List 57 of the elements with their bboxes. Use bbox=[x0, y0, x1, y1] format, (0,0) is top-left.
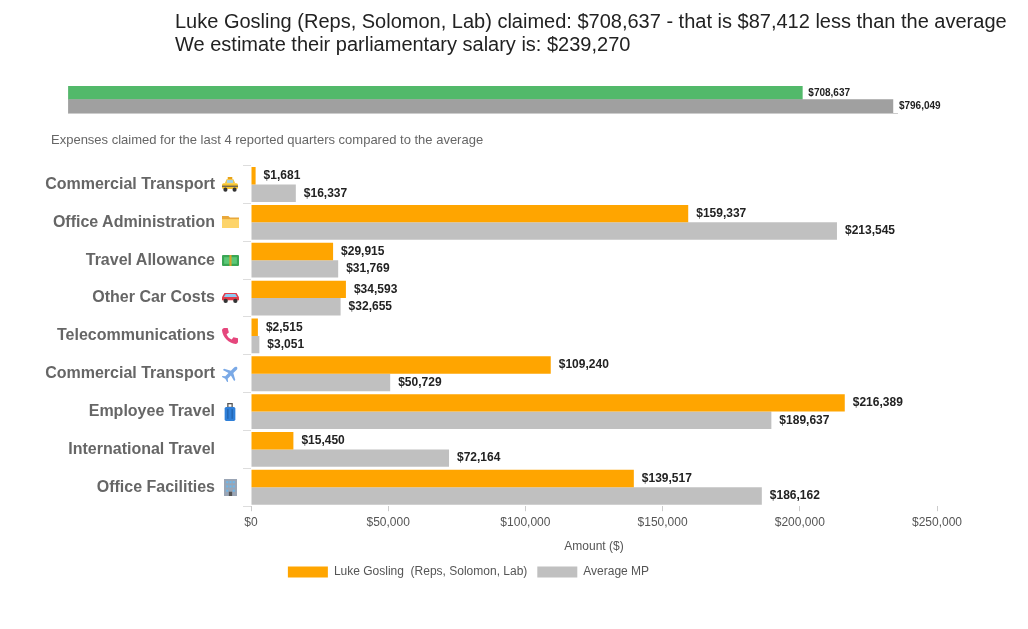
data-label: $139,517 bbox=[641, 470, 693, 485]
data-label: $2,515 bbox=[265, 319, 303, 334]
bar bbox=[251, 204, 689, 223]
bar bbox=[251, 184, 296, 202]
bar bbox=[251, 167, 256, 185]
data-label: $708,637 bbox=[808, 86, 851, 98]
x-tick-label: $100,000 bbox=[500, 514, 551, 529]
bar bbox=[251, 318, 258, 336]
bar bbox=[251, 373, 391, 392]
legend-label: Luke Gosling (Reps, Solomon, Lab) bbox=[333, 564, 528, 579]
chart-title: Expenses claimed for the last 4 reported quarters compared to the average bbox=[51, 132, 484, 148]
x-tick-label: $200,000 bbox=[774, 514, 826, 529]
x-tick-label: $150,000 bbox=[637, 514, 688, 529]
x-tick-label: $50,000 bbox=[366, 514, 411, 529]
chart-title: Luke Gosling (Reps, Solomon, Lab) claimed: $708,637 - that is $87,412 less than the average bbox=[175, 10, 1007, 33]
data-label: $29,915 bbox=[341, 243, 385, 258]
data-label: $16,337 bbox=[303, 185, 348, 200]
bar bbox=[251, 411, 772, 429]
y-tick-label: Travel Allowance bbox=[85, 250, 216, 268]
bar bbox=[251, 432, 294, 450]
x-tick-label: $0 bbox=[244, 514, 258, 529]
data-label: $32,655 bbox=[348, 299, 393, 314]
data-label: $796,049 bbox=[898, 100, 942, 111]
data-label: $159,337 bbox=[696, 205, 747, 220]
data-label: $50,729 bbox=[398, 374, 442, 389]
data-label: $186,162 bbox=[769, 488, 821, 503]
chart-subtitle: We estimate their parliamentary salary is: $239,270 bbox=[175, 33, 631, 56]
bar bbox=[251, 449, 450, 467]
x-axis-title: Amount ($) bbox=[564, 539, 624, 554]
legend-label: Average MP bbox=[583, 564, 650, 579]
data-label: $189,637 bbox=[779, 412, 830, 427]
bar bbox=[251, 469, 634, 488]
y-tick-label: Office Facilities bbox=[96, 477, 216, 495]
data-label: $15,450 bbox=[301, 433, 346, 448]
bar bbox=[251, 394, 845, 412]
y-tick-label: International Travel bbox=[68, 439, 215, 457]
bar bbox=[251, 280, 346, 299]
y-tick-label: Other Car Costs bbox=[92, 288, 216, 306]
bar bbox=[251, 356, 551, 374]
bar bbox=[251, 298, 341, 316]
x-tick-label: $250,000 bbox=[911, 514, 963, 529]
y-tick-label: Commercial Transport bbox=[45, 364, 216, 382]
data-label: $72,164 bbox=[457, 450, 501, 465]
y-tick-label: Commercial Transport bbox=[45, 174, 216, 192]
y-tick-label: Employee Travel bbox=[88, 402, 215, 419]
data-label: $109,240 bbox=[558, 357, 610, 372]
data-label: $216,389 bbox=[852, 395, 904, 410]
data-label: $1,681 bbox=[263, 168, 301, 183]
y-tick-label: Telecommunications bbox=[57, 326, 216, 344]
data-label: $3,051 bbox=[267, 336, 305, 351]
data-label: $31,769 bbox=[346, 261, 390, 276]
bar bbox=[251, 222, 837, 240]
data-label: $34,593 bbox=[353, 281, 398, 296]
data-label: $213,545 bbox=[844, 223, 896, 238]
bar bbox=[251, 242, 334, 261]
y-tick-label: Office Administration bbox=[52, 212, 215, 230]
bar bbox=[251, 260, 339, 278]
